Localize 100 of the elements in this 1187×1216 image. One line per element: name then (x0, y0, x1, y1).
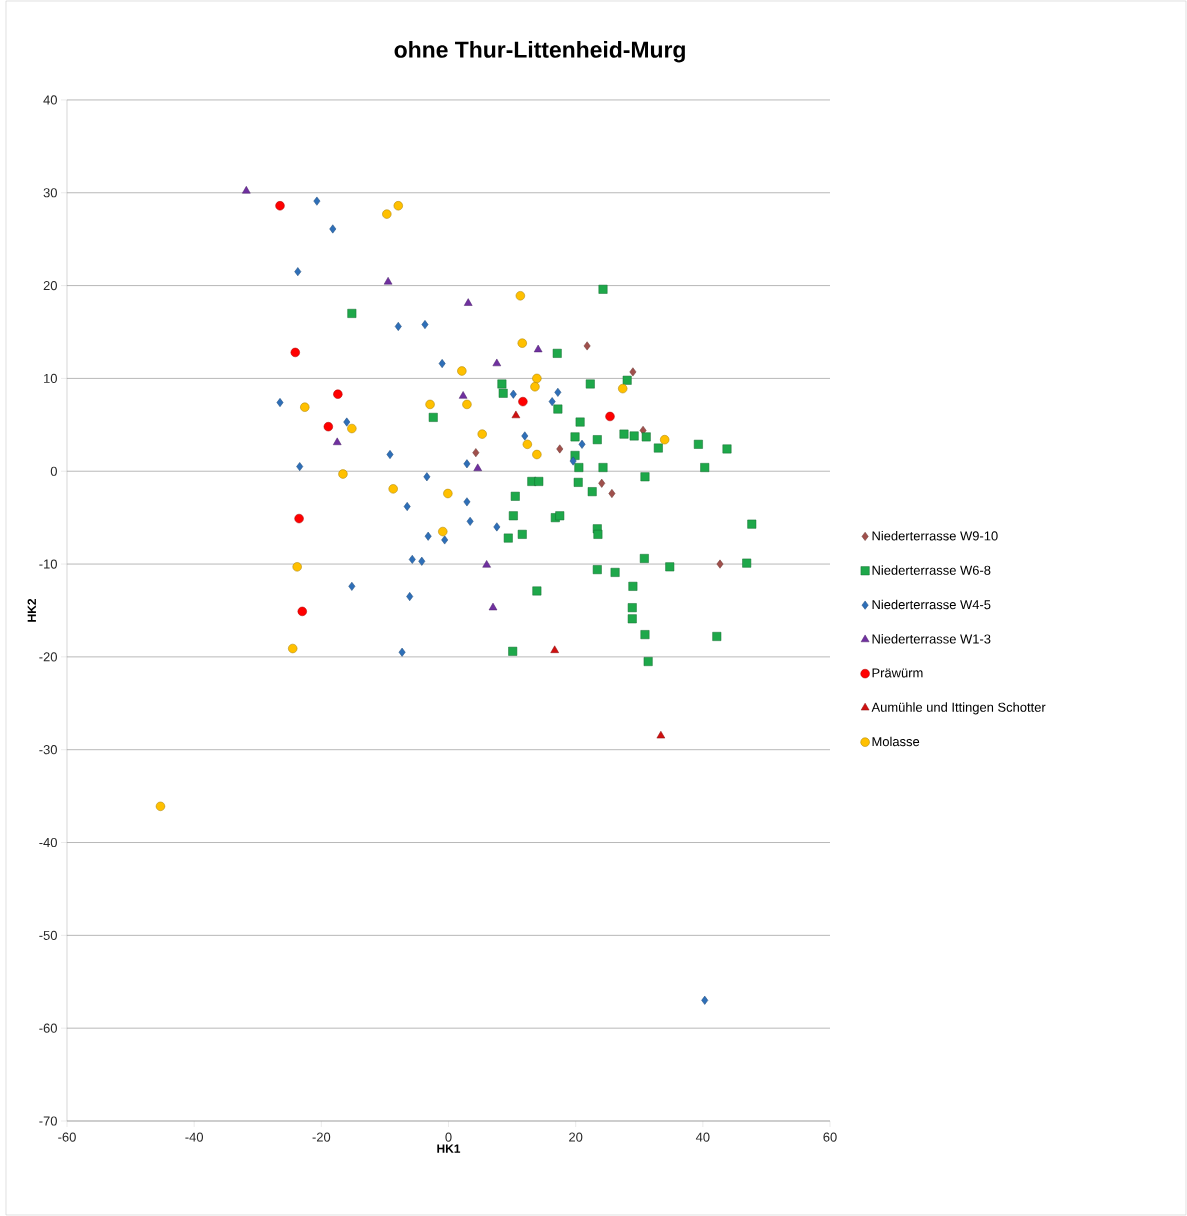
point (503, 533, 513, 543)
point (619, 429, 629, 439)
point (498, 388, 508, 398)
point (641, 432, 651, 442)
point (424, 531, 432, 541)
point (292, 562, 302, 572)
point (406, 592, 414, 601)
x-axis-title: HK1 (437, 1144, 461, 1153)
point (288, 643, 298, 654)
point (382, 209, 392, 219)
point (423, 472, 431, 482)
legend-label: Aumühle und Ittingen Schotter (871, 702, 1046, 715)
point (640, 630, 650, 640)
y-tick-label: 10 (44, 373, 57, 383)
y-tick-label: -70 (39, 1116, 57, 1126)
point (552, 348, 562, 358)
point (593, 529, 603, 539)
point (421, 320, 429, 330)
point (511, 410, 521, 419)
point (347, 308, 357, 318)
point (408, 554, 416, 564)
point (457, 366, 467, 376)
point (701, 995, 709, 1005)
point (517, 338, 527, 348)
point (665, 562, 675, 572)
point (574, 463, 584, 472)
point (473, 463, 482, 471)
point (640, 472, 650, 482)
point (693, 439, 703, 449)
x-tick-label: 40 (695, 1132, 710, 1142)
point (294, 267, 302, 277)
point (297, 606, 307, 617)
point (534, 476, 544, 486)
point (592, 565, 602, 575)
point (700, 463, 710, 472)
y-tick-label: -60 (39, 1023, 57, 1033)
y-tick-label: -50 (39, 930, 57, 940)
point (532, 449, 542, 460)
y-tick-label: 20 (43, 281, 57, 291)
point (575, 417, 585, 427)
point (508, 511, 518, 521)
legend-label: Niederterrasse W9-10 (872, 530, 998, 541)
point (608, 489, 616, 498)
point (660, 435, 670, 445)
point (618, 383, 628, 394)
point (333, 389, 343, 399)
point (458, 391, 468, 399)
point (548, 397, 556, 407)
point (428, 412, 438, 422)
point (521, 431, 529, 441)
point (598, 463, 608, 472)
legend-label: Niederterrasse W4-5 (872, 599, 991, 610)
point (553, 404, 563, 414)
point (578, 439, 586, 449)
point (515, 291, 525, 301)
point (554, 387, 562, 397)
point (522, 439, 532, 449)
point (443, 488, 453, 499)
point (747, 519, 757, 529)
point (463, 298, 473, 306)
point (155, 801, 166, 811)
point (463, 459, 471, 469)
x-tick-label: 60 (823, 1132, 837, 1142)
point (462, 399, 472, 410)
legend-label: Präwürm (872, 668, 923, 678)
legend-label: Niederterrasse W6-8 (872, 565, 991, 575)
point (276, 398, 284, 407)
point (509, 389, 517, 399)
point (323, 422, 333, 432)
point (573, 477, 583, 487)
point (332, 437, 342, 446)
point (472, 448, 480, 458)
point (532, 586, 542, 596)
point (338, 469, 348, 479)
x-tick-label: -60 (58, 1132, 76, 1142)
point (438, 526, 448, 537)
point (497, 379, 507, 389)
point (347, 423, 357, 434)
y-tick-label: 30 (43, 188, 57, 198)
point (585, 379, 595, 389)
point (329, 224, 337, 234)
point (587, 487, 597, 497)
point (556, 444, 564, 454)
point (466, 516, 474, 526)
point (639, 554, 649, 563)
point (722, 444, 732, 454)
point (598, 478, 606, 488)
point (555, 511, 565, 521)
point (242, 186, 251, 194)
point (343, 417, 351, 427)
point (290, 347, 300, 358)
point (716, 559, 724, 569)
point (477, 429, 487, 439)
point (510, 491, 520, 501)
y-tick-label: 40 (43, 95, 57, 105)
point (388, 484, 398, 494)
point (518, 396, 528, 407)
point (300, 402, 310, 412)
y-tick-label: -10 (39, 559, 57, 569)
point (386, 450, 394, 459)
